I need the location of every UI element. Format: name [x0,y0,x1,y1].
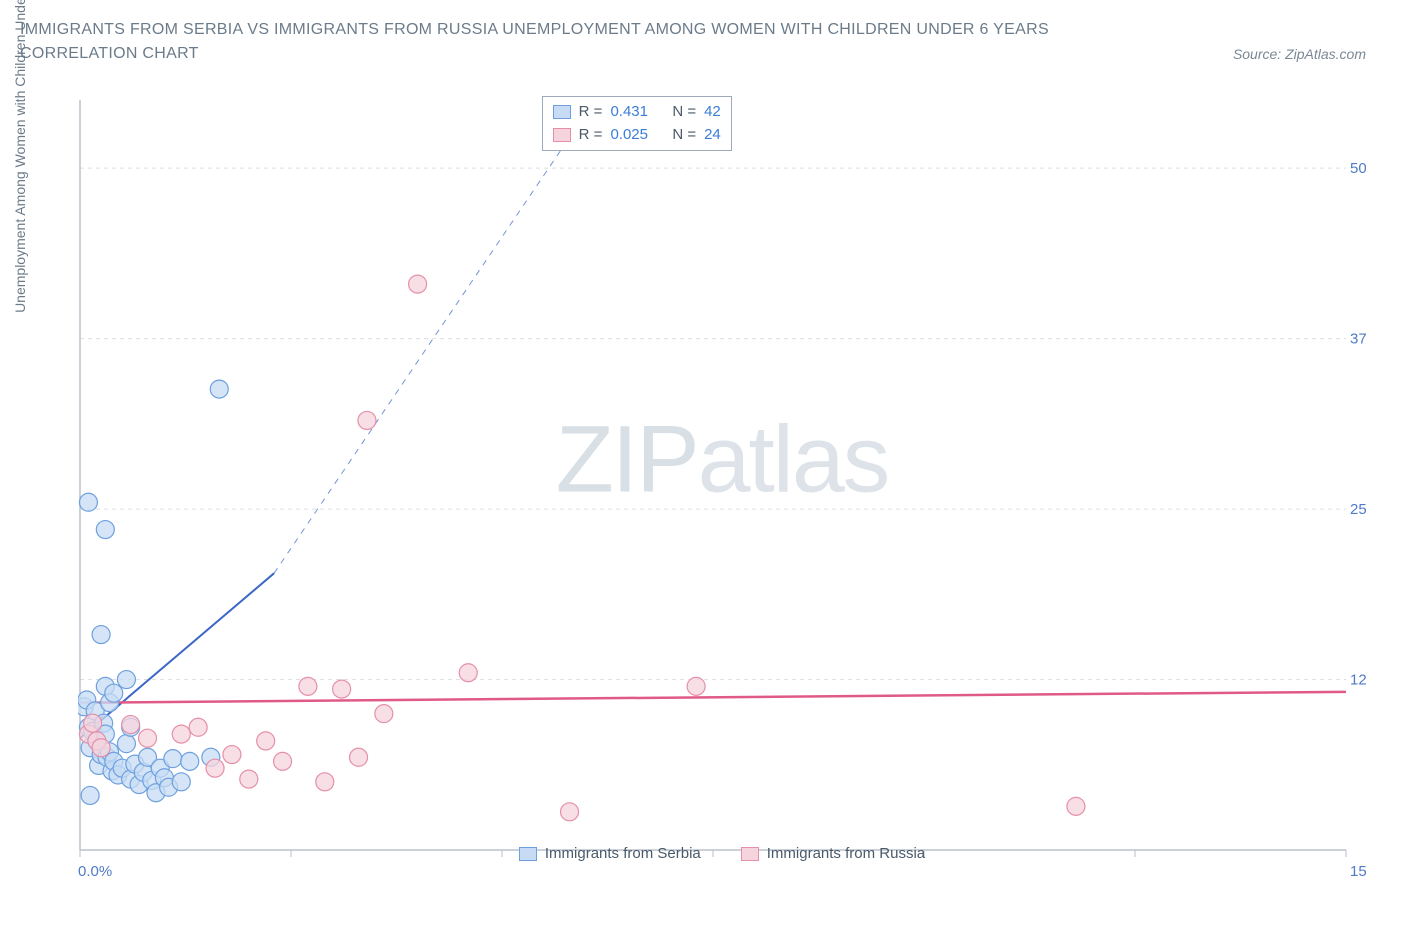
chart-container: Unemployment Among Women with Children U… [30,90,1386,890]
bottom-legend: Immigrants from Serbia Immigrants from Ru… [78,845,1366,862]
svg-text:15.0%: 15.0% [1350,863,1366,880]
stats-row: R = 0.431 N = 42 [553,101,721,124]
legend-label: Immigrants from Russia [767,845,925,862]
source-attribution: Source: ZipAtlas.com [1233,46,1366,62]
title-line-2: CORRELATION CHART [20,42,199,66]
legend-label: Immigrants from Serbia [545,845,701,862]
stats-n-value: 42 [704,101,721,124]
scatter-plot-svg: 12.5% 25.0% 37.5% 50.0% 0.0% 15.0% [78,90,1366,890]
svg-text:37.5%: 37.5% [1350,331,1366,348]
stats-swatch [553,128,571,142]
stats-n-value: 24 [704,124,721,147]
svg-text:25.0%: 25.0% [1350,501,1366,518]
stats-r-value: 0.025 [610,124,648,147]
plot-area: 12.5%25.0%37.5%50.0%0.0%15.0% ZIPatlas R… [78,90,1366,860]
stats-r-label: R = [579,101,603,124]
y-axis-label: Unemployment Among Women with Children U… [12,0,28,313]
legend-item: Immigrants from Russia [741,845,925,862]
chart-header: IMMIGRANTS FROM SERBIA VS IMMIGRANTS FRO… [0,0,1406,66]
title-line-1: IMMIGRANTS FROM SERBIA VS IMMIGRANTS FRO… [20,18,1386,42]
svg-text:0.0%: 0.0% [78,863,112,880]
correlation-stats-box: R = 0.431 N = 42 R = 0.025 N = 24 [542,96,732,151]
svg-text:50.0%: 50.0% [1350,160,1366,177]
legend-swatch [519,847,537,861]
svg-text:12.5%: 12.5% [1350,672,1366,689]
legend-item: Immigrants from Serbia [519,845,701,862]
legend-swatch [741,847,759,861]
stats-n-label: N = [672,101,696,124]
stats-swatch [553,105,571,119]
stats-r-value: 0.431 [610,101,648,124]
stats-row: R = 0.025 N = 24 [553,124,721,147]
stats-r-label: R = [579,124,603,147]
stats-n-label: N = [672,124,696,147]
